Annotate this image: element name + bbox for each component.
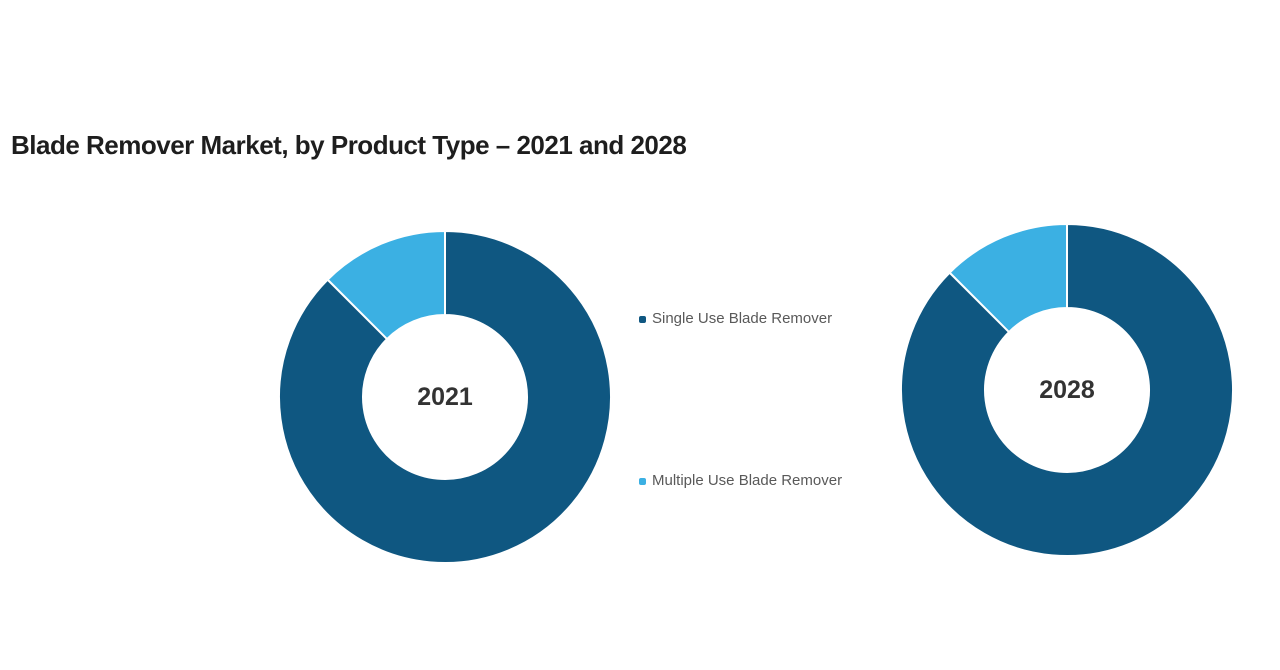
- donut-slice-multiple-use-blade-remover: [326, 229, 446, 341]
- donut-slice-single-use-blade-remover: [900, 222, 1234, 557]
- chart-title: Blade Remover Market, by Product Type – …: [11, 130, 687, 160]
- donut-chart-2021: 2021: [277, 229, 613, 565]
- donut-2021-svg: [278, 229, 612, 564]
- donut-slice-single-use-blade-remover: [278, 229, 612, 564]
- donut-2028-svg: [900, 222, 1234, 557]
- donut-slice-multiple-use-blade-remover: [948, 222, 1068, 334]
- legend-item-single-use: Single Use Blade Remover: [639, 310, 832, 328]
- legend-swatch-multiple-use-icon: [639, 477, 646, 485]
- legend-label-multiple-use: Multiple Use Blade Remover: [652, 472, 843, 489]
- donut-chart-2028: 2028: [899, 222, 1235, 558]
- legend-swatch-single-use-icon: [639, 315, 646, 323]
- legend-label-single-use: Single Use Blade Remover: [652, 310, 833, 327]
- legend-item-multiple-use: Multiple Use Blade Remover: [639, 472, 842, 490]
